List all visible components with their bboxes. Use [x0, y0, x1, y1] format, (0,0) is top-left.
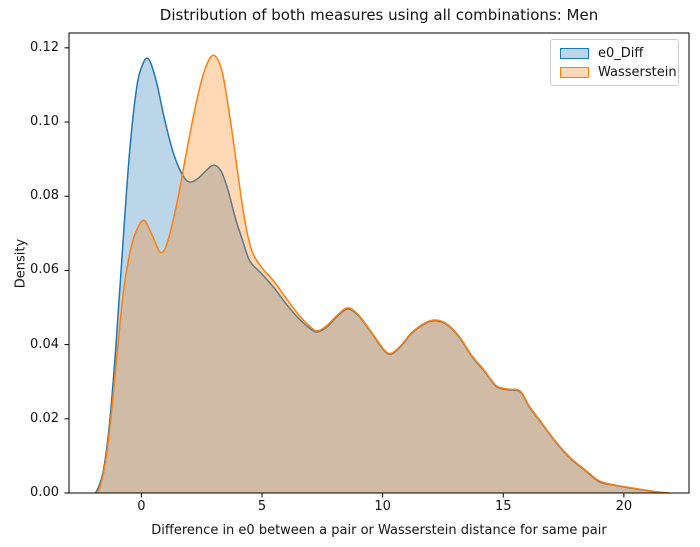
legend-patch-wasserstein	[560, 66, 589, 78]
y-tick-label: 0.00	[30, 485, 59, 500]
x-tick-label: 0	[137, 499, 146, 514]
kde-fill-e0_diff	[95, 58, 663, 494]
y-tick-label: 0.04	[30, 336, 59, 352]
legend: e0_Diff Wasserstein	[550, 39, 679, 86]
y-tick-label: 0.02	[30, 410, 59, 426]
kde-fill-wasserstein	[96, 55, 670, 493]
x-tick-label: 10	[374, 499, 391, 514]
legend-entry-e0-diff: e0_Diff	[551, 46, 678, 61]
axes-spines	[68, 32, 690, 494]
y-tick-label: 0.08	[30, 188, 59, 204]
y-tick-label: 0.10	[30, 114, 59, 130]
x-tick-label: 20	[615, 499, 633, 514]
legend-label-wasserstein: Wasserstein	[598, 64, 677, 80]
y-tick-label: 0.06	[30, 262, 59, 278]
chart-title: Distribution of both measures using all …	[159, 6, 599, 24]
x-tick-label: 15	[494, 499, 512, 514]
y-tick-label: 0.12	[30, 39, 59, 55]
legend-patch-e0-diff	[560, 47, 589, 59]
x-axis-label: Difference in e0 between a pair or Wasse…	[151, 523, 607, 538]
legend-entry-wasserstein: Wasserstein	[551, 65, 678, 80]
x-tick-label: 5	[257, 499, 267, 514]
legend-label-e0-diff: e0_Diff	[598, 45, 644, 61]
kde-line-wasserstein	[96, 54, 670, 494]
